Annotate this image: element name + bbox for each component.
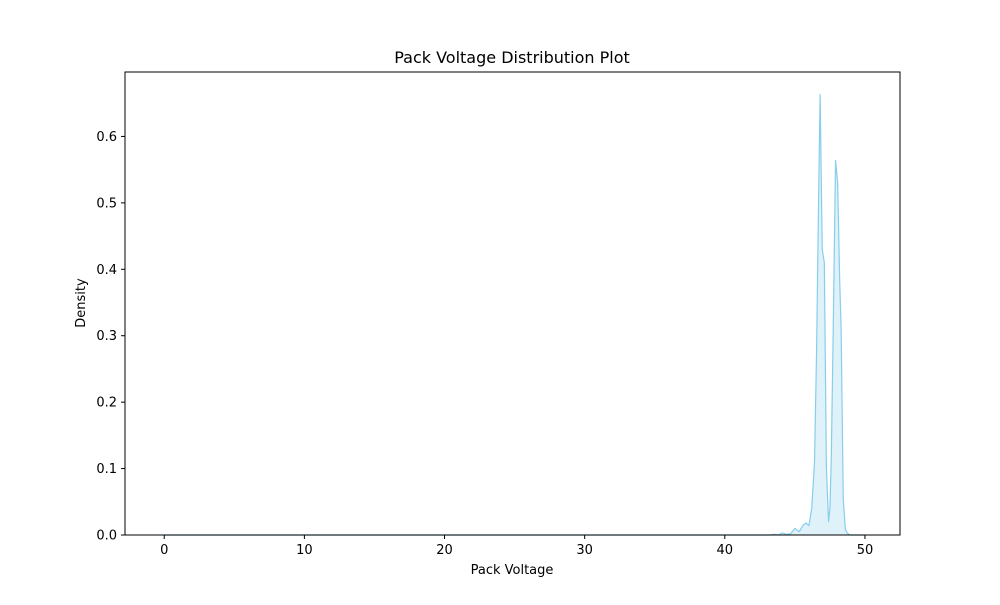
density-area-0 [164, 94, 864, 535]
y-tick-label: 0.4 [96, 263, 117, 278]
y-tick-label: 0.1 [96, 462, 117, 477]
y-tick-label: 0.6 [96, 130, 117, 145]
plot-area [164, 93, 864, 536]
x-tick-label: 40 [717, 543, 734, 558]
x-tick-label: 50 [857, 543, 874, 558]
x-tick-label: 0 [160, 543, 168, 558]
x-tick-label: 30 [576, 543, 593, 558]
chart-title: Pack Voltage Distribution Plot [394, 48, 630, 67]
y-axis-label: Density [74, 278, 89, 328]
y-tick-label: 0.3 [96, 329, 117, 344]
axis-ticks: 0 10 20 30 40 50 0.0 0.1 0.2 0.3 0.4 0.5 0.6 [96, 130, 873, 558]
y-tick-label: 0.0 [96, 529, 117, 544]
axes-frame [124, 71, 901, 536]
y-tick-label: 0.5 [96, 196, 117, 211]
y-tick-label: 0.2 [96, 396, 117, 411]
x-axis-label: Pack Voltage [471, 563, 554, 578]
density-line-0 [164, 93, 864, 536]
x-tick-label: 10 [296, 543, 313, 558]
x-tick-label: 20 [436, 543, 453, 558]
